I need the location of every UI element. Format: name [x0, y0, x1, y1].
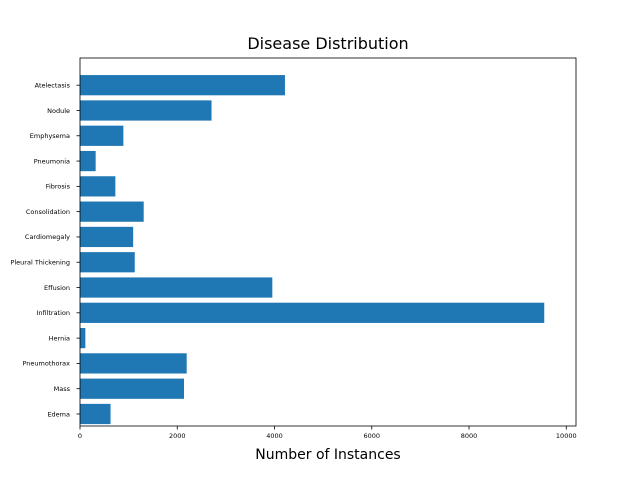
- plot-frame: [79, 57, 577, 427]
- bar-consolidation: [80, 201, 144, 222]
- y-tick-label: Cardiomegaly: [25, 233, 70, 241]
- y-tick-label: Emphysema: [30, 132, 70, 140]
- y-tick-label: Consolidation: [26, 208, 70, 216]
- bar-edema: [80, 403, 111, 425]
- y-tick-label: Pneumothorax: [23, 360, 71, 368]
- x-tick-label: 10000: [556, 432, 577, 440]
- bar-atelectasis: [80, 75, 285, 96]
- bar-pneumothorax: [80, 353, 187, 374]
- y-tick-label: Nodule: [47, 107, 70, 115]
- y-tick-label: Edema: [47, 410, 70, 418]
- bar-effusion: [80, 277, 273, 298]
- bar-hernia: [80, 327, 86, 349]
- bar-pneumonia: [80, 150, 96, 172]
- y-tick-label: Pleural Thickening: [10, 259, 70, 267]
- x-tick-label: 8000: [461, 432, 478, 440]
- y-tick-label: Atelectasis: [35, 81, 71, 89]
- y-tick-label: Effusion: [44, 284, 70, 292]
- x-axis: 0 2000 4000 6000 8000 10000: [78, 426, 577, 440]
- bar-mass: [80, 378, 185, 399]
- bar-fibrosis: [80, 176, 116, 197]
- x-tick-label: 4000: [266, 432, 283, 440]
- x-tick-label: 2000: [169, 432, 186, 440]
- y-tick-label: Infiltration: [36, 309, 70, 317]
- y-tick-label: Fibrosis: [46, 183, 71, 191]
- bars-group: [80, 75, 545, 425]
- bar-infiltration: [80, 302, 545, 323]
- y-tick-label: Mass: [54, 385, 71, 393]
- chart-title: Disease Distribution: [247, 34, 408, 53]
- bar-cardiomegaly: [80, 226, 134, 248]
- y-tick-label: Hernia: [49, 334, 70, 342]
- x-tick-label: 0: [78, 432, 82, 440]
- y-tick-label: Pneumonia: [34, 157, 70, 165]
- bar-pleural-thickening: [80, 252, 135, 273]
- x-axis-label: Number of Instances: [255, 447, 400, 463]
- bar-nodule: [80, 100, 212, 121]
- bar-emphysema: [80, 125, 124, 146]
- x-tick-label: 6000: [363, 432, 380, 440]
- y-axis: Atelectasis Nodule Emphysema Pneumonia Fibro…: [10, 81, 80, 418]
